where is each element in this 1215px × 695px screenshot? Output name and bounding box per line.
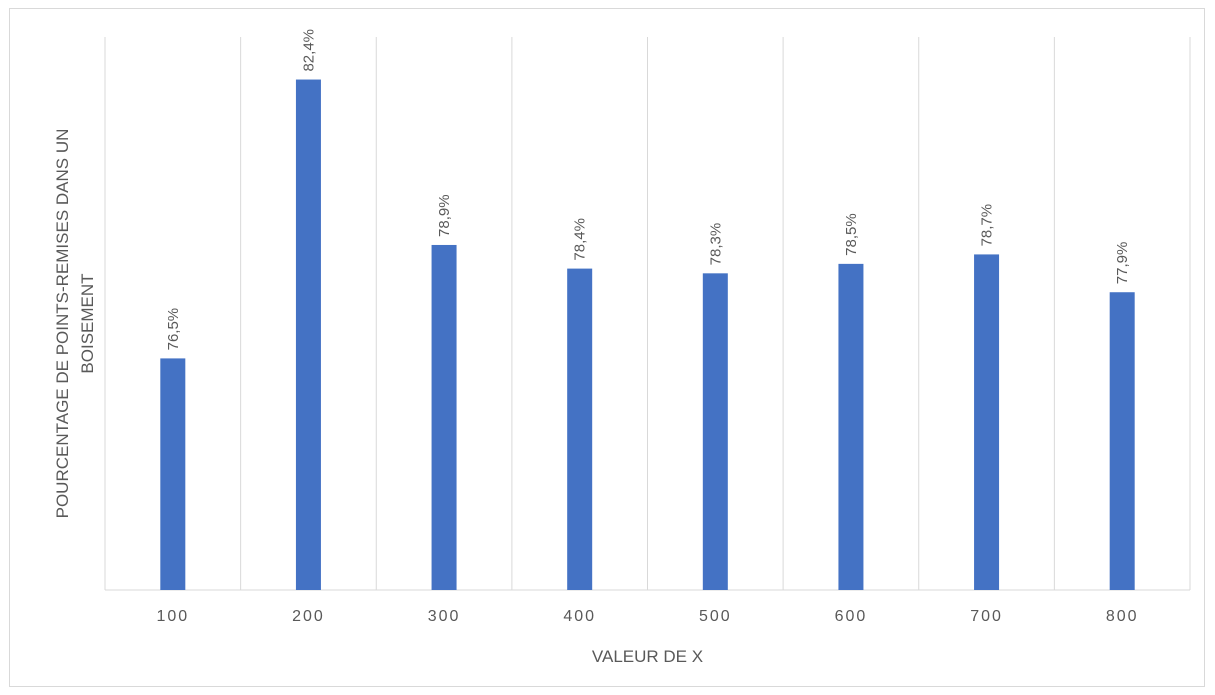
x-tick-label-700: 700 <box>970 608 1003 625</box>
y-axis-title-line-2: BOISEMENT <box>78 273 97 373</box>
bar-600 <box>838 263 864 590</box>
data-label-800: 77,9% <box>1114 242 1131 285</box>
data-label-400: 78,4% <box>572 218 589 261</box>
x-axis-title: VALEUR DE X <box>592 647 703 666</box>
bar-400 <box>567 268 593 590</box>
bar-800 <box>1109 292 1135 590</box>
bars <box>160 79 1135 591</box>
x-tick-label-400: 400 <box>563 608 596 625</box>
x-tick-label-600: 600 <box>835 608 868 625</box>
data-label-200: 82,4% <box>300 29 317 72</box>
chart-area <box>9 8 1205 687</box>
bar-500 <box>702 273 728 590</box>
x-tick-label-500: 500 <box>699 608 732 625</box>
bar-100 <box>160 358 186 590</box>
bar-300 <box>431 244 457 590</box>
x-tick-label-200: 200 <box>292 608 325 625</box>
data-label-300: 78,9% <box>436 194 453 237</box>
data-label-100: 76,5% <box>165 308 182 351</box>
data-labels: 76,5% 82,4% 78,9% 78,4% 78,3% 78,5% 78,7% 77,9% <box>165 29 1131 350</box>
data-label-600: 78,5% <box>843 213 860 256</box>
bar-200 <box>295 79 321 591</box>
data-label-500: 78,3% <box>707 223 724 266</box>
y-axis-title-line-1: POURCENTAGE DE POINTS-REMISES DANS UN <box>53 129 72 519</box>
x-tick-labels: 100 200 300 400 500 600 700 800 <box>156 608 1139 625</box>
x-tick-label-800: 800 <box>1106 608 1139 625</box>
x-tick-label-100: 100 <box>156 608 189 625</box>
gridlines <box>104 37 1191 590</box>
y-axis-title: POURCENTAGE DE POINTS-REMISES DANS UN BO… <box>53 129 97 519</box>
data-label-700: 78,7% <box>979 204 996 247</box>
bar-700 <box>974 254 1000 590</box>
x-tick-label-300: 300 <box>428 608 461 625</box>
